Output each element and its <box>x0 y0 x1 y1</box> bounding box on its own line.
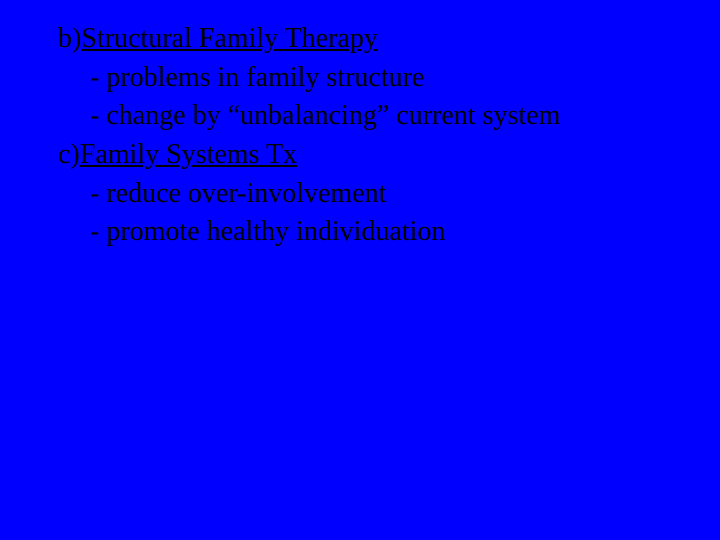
bullet-b2: - change by “unbalancing” current system <box>58 97 670 136</box>
heading-b-prefix: b) <box>58 23 81 54</box>
heading-c-prefix: c) <box>58 139 80 170</box>
heading-c-title: Family Systems Tx <box>80 139 297 170</box>
heading-c: c)Family Systems Tx <box>58 136 670 175</box>
bullet-b1: - problems in family structure <box>58 59 670 98</box>
heading-b: b)Structural Family Therapy <box>58 20 670 59</box>
slide-container: b)Structural Family Therapy - problems i… <box>0 0 720 272</box>
bullet-c2: - promote healthy individuation <box>58 213 670 252</box>
bullet-c1: - reduce over-involvement <box>58 175 670 214</box>
heading-b-title: Structural Family Therapy <box>81 23 378 54</box>
